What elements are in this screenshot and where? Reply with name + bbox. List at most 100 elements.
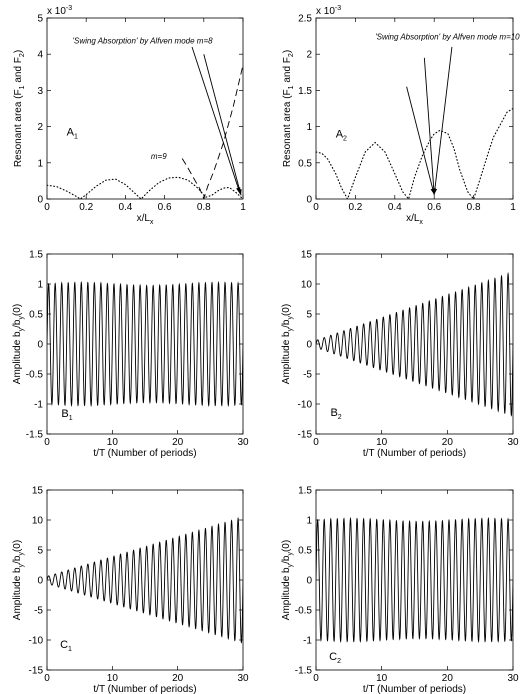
y-tick-label: 10: [32, 516, 44, 527]
annotation-arrow: [191, 46, 241, 194]
x-tick-label: 10: [376, 437, 388, 448]
x-tick-label: 30: [237, 437, 249, 448]
annotation-text: m=9: [151, 152, 167, 161]
x-tick-label: 0: [313, 673, 319, 684]
y-tick-label: 1: [37, 280, 43, 291]
y-tick-label: 1: [37, 158, 43, 169]
x-tick-label: 0.4: [388, 202, 402, 213]
axis-exponent: x 10-3: [47, 5, 72, 17]
y-tick-label: 5: [37, 14, 43, 25]
x-tick-label: 30: [237, 673, 249, 684]
y-tick-label: 1.5: [29, 250, 43, 261]
y-tick-label: 0.5: [298, 546, 312, 557]
y-tick-label: -1: [34, 400, 43, 411]
x-tick-label: 0.4: [118, 202, 132, 213]
y-tick-label: 1: [306, 516, 312, 527]
y-tick-label: 15: [301, 250, 313, 261]
y-tick-label: -0.5: [26, 370, 44, 381]
y-tick-label: -10: [298, 400, 313, 411]
oscillation-line: [316, 271, 513, 417]
y-tick-label: -5: [303, 370, 312, 381]
panel-a1: 0 0.2 0.4 0.6 0.8 1 0 1 2 3 4 5 x 10-3 x/Lx Resonant a…: [13, 5, 246, 226]
x-tick-label: 10: [107, 673, 119, 684]
x-tick-label: 0.6: [158, 202, 172, 213]
x-axis-label: t/T (Number of periods): [93, 448, 196, 459]
x-tick-label: 20: [172, 437, 184, 448]
series-dashed-line: [181, 64, 243, 199]
y-tick-label: 3: [37, 86, 43, 97]
y-tick-label: 4: [37, 50, 43, 61]
y-tick-label: -1: [303, 636, 312, 647]
oscillation-line: [47, 516, 243, 644]
x-axis-label: x/Lx: [406, 213, 423, 226]
y-tick-label: 5: [37, 546, 43, 557]
x-tick-label: 1: [240, 202, 246, 213]
y-axis-label: Amplitude by/by(0): [12, 304, 25, 384]
series-dotted-line: [47, 176, 243, 199]
y-tick-label: 0: [37, 195, 43, 206]
axes-frame: [46, 17, 244, 200]
y-axis-label: Resonant area (F1 and F2): [282, 50, 295, 167]
annotation-arrow: [203, 54, 242, 196]
y-tick-label: 0: [306, 576, 312, 587]
panel-b1: 0 10 20 30 -1.5 -1 -0.5 0 0.5 1 1.5 t/T (Number of …: [12, 250, 249, 460]
panel-b2: 0 10 20 30 -15 -10 -5 0 5 10 15 t/T (Number of peri…: [281, 250, 519, 460]
axis-exponent: x 10-3: [316, 5, 341, 17]
panel-label: B2: [330, 407, 341, 421]
panel-a2: 0 0.2 0.4 0.6 0.8 1 0 0.5 1 1.5 2 2.5 x 10-3 x/Lx Reso…: [282, 5, 520, 226]
y-axis-label: Resonant area (F1 and F2): [13, 50, 26, 167]
y-tick-label: -15: [29, 666, 44, 677]
x-tick-label: 20: [442, 437, 454, 448]
x-tick-label: 30: [507, 673, 519, 684]
x-tick-label: 0: [313, 437, 319, 448]
x-tick-label: 0.2: [348, 202, 362, 213]
y-tick-label: 0: [306, 195, 312, 206]
arrow-head: [432, 188, 438, 195]
panel-label: C1: [60, 639, 72, 653]
y-axis-label: Amplitude by/by(0): [281, 304, 294, 384]
x-tick-label: 0.8: [197, 202, 211, 213]
y-tick-label: 2: [37, 122, 43, 133]
y-tick-label: -10: [29, 636, 44, 647]
x-axis-label: t/T (Number of periods): [363, 448, 466, 459]
y-tick-label: 0.5: [29, 310, 43, 321]
x-tick-label: 20: [442, 673, 454, 684]
x-tick-label: 0.6: [427, 202, 441, 213]
panel-c1: 0 10 20 30 -15 -10 -5 0 5 10 15 t/T (Number of peri…: [12, 486, 249, 694]
arrow-head: [237, 189, 242, 196]
panel-label: A1: [67, 127, 78, 141]
y-tick-label: 0: [37, 576, 43, 587]
annotation-arrow: [406, 86, 435, 195]
y-tick-label: 1.5: [298, 486, 312, 497]
x-tick-label: 0: [44, 202, 50, 213]
panel-label: C2: [329, 651, 341, 665]
y-tick-label: 2.5: [298, 14, 312, 25]
annotation-text: 'Swing Absorption' by Alfven mode m=10: [375, 33, 520, 42]
panel-c2: 0 10 20 30 -1.5 -1 -0.5 0 0.5 1 1.5 t/T (Number of …: [281, 486, 519, 694]
axes-frame: [315, 17, 514, 200]
x-axis-label: x/Lx: [137, 213, 154, 226]
y-tick-label: -0.5: [295, 606, 313, 617]
x-tick-label: 30: [507, 437, 519, 448]
annotation-text: 'Swing Absorption' by Alfven mode m=8: [72, 36, 213, 45]
y-tick-label: 15: [32, 486, 44, 497]
panel-label: A2: [336, 128, 347, 142]
annotation-arrow: [423, 57, 435, 195]
y-tick-label: 10: [301, 280, 313, 291]
x-tick-label: 10: [376, 673, 388, 684]
x-tick-label: 1: [510, 202, 516, 213]
x-axis-label: t/T (Number of periods): [93, 684, 196, 694]
y-tick-label: 5: [306, 310, 312, 321]
y-tick-label: 2: [306, 50, 312, 61]
y-tick-label: 0: [37, 340, 43, 351]
y-axis-label: Amplitude by/by(0): [12, 540, 25, 620]
y-tick-label: 1: [306, 122, 312, 133]
y-tick-label: 0.5: [298, 158, 312, 169]
y-tick-label: 0: [306, 340, 312, 351]
y-tick-label: -1.5: [295, 666, 313, 677]
y-tick-label: -5: [34, 606, 43, 617]
x-tick-label: 0.8: [467, 202, 481, 213]
annotation-arrow: [433, 46, 453, 195]
x-tick-label: 20: [172, 673, 184, 684]
